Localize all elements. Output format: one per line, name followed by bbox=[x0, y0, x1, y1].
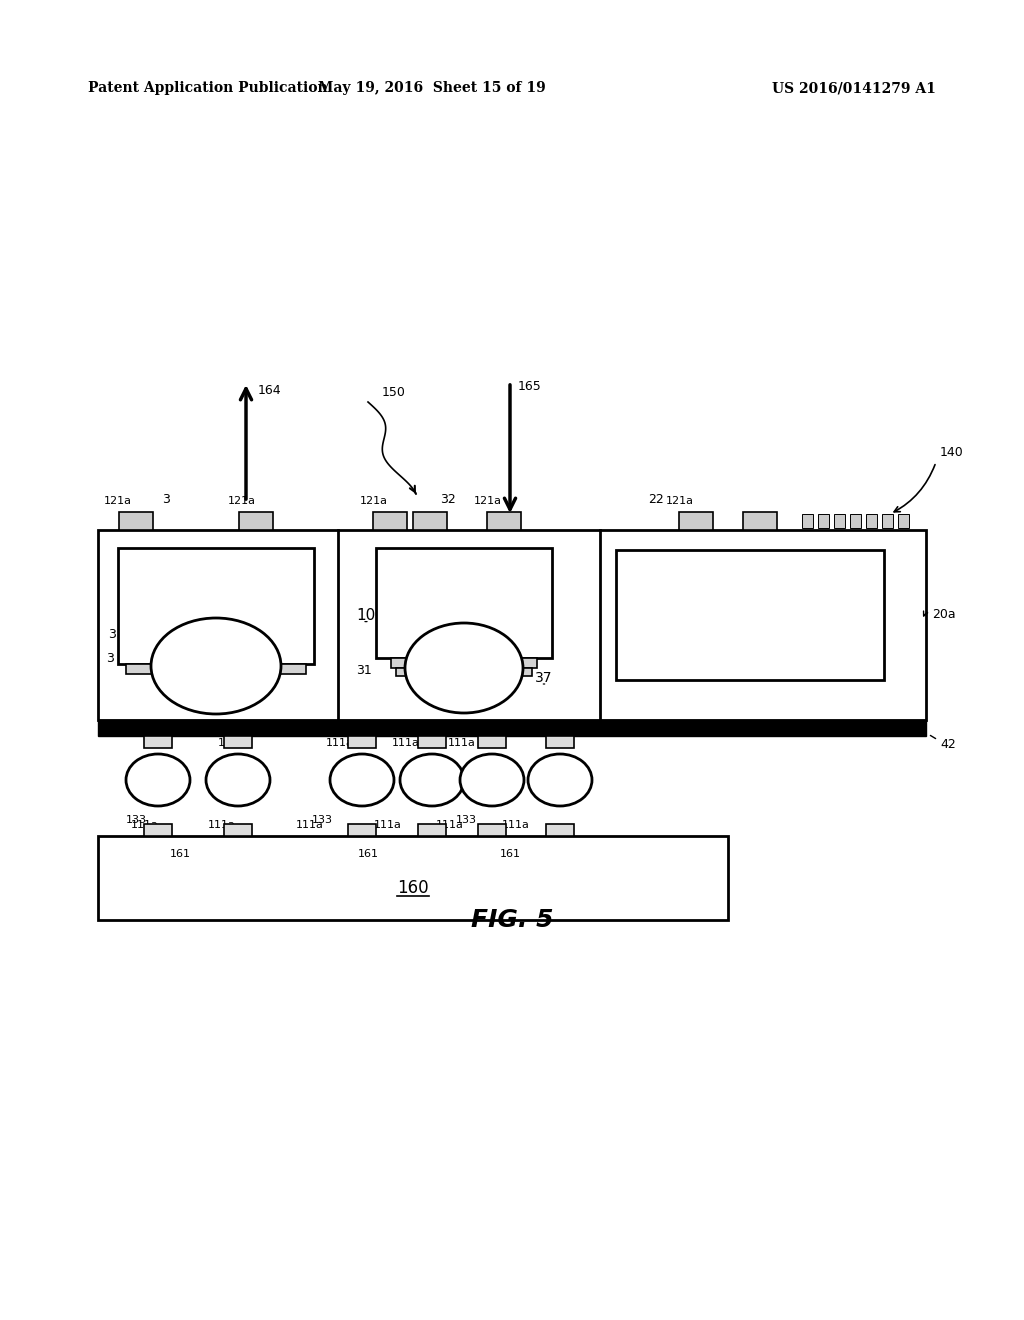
Text: 150: 150 bbox=[382, 385, 406, 399]
Text: 121a: 121a bbox=[360, 496, 388, 506]
Bar bbox=[396, 668, 532, 676]
Text: 42: 42 bbox=[940, 738, 955, 751]
Text: 3: 3 bbox=[109, 627, 116, 640]
Bar bbox=[239, 512, 273, 531]
Text: 111a: 111a bbox=[502, 820, 530, 830]
Bar bbox=[546, 737, 574, 748]
Bar bbox=[98, 719, 926, 737]
Bar bbox=[224, 824, 252, 836]
Bar bbox=[487, 512, 521, 531]
Bar bbox=[679, 512, 713, 531]
Text: 20a: 20a bbox=[932, 609, 955, 622]
Bar bbox=[98, 531, 926, 719]
Text: 111a: 111a bbox=[374, 820, 402, 830]
Bar bbox=[144, 824, 172, 836]
Text: 111a: 111a bbox=[218, 738, 246, 748]
Bar bbox=[478, 824, 506, 836]
Text: 111a: 111a bbox=[131, 820, 159, 830]
Ellipse shape bbox=[528, 754, 592, 807]
Text: 121a: 121a bbox=[104, 496, 132, 506]
Text: 10: 10 bbox=[356, 607, 376, 623]
Text: 3: 3 bbox=[162, 492, 170, 506]
Text: 161: 161 bbox=[500, 849, 520, 859]
Text: 111a: 111a bbox=[296, 820, 324, 830]
Bar bbox=[616, 550, 884, 680]
Bar bbox=[126, 664, 306, 675]
Bar bbox=[866, 513, 877, 528]
Text: 5: 5 bbox=[211, 664, 221, 680]
Ellipse shape bbox=[330, 754, 394, 807]
Text: 111a: 111a bbox=[208, 820, 236, 830]
Text: 165: 165 bbox=[518, 380, 542, 392]
Bar bbox=[882, 513, 893, 528]
Text: 37: 37 bbox=[536, 671, 553, 685]
Text: 111a: 111a bbox=[326, 738, 354, 748]
Text: 121a: 121a bbox=[666, 496, 694, 506]
Text: 121a: 121a bbox=[474, 496, 502, 506]
Text: 133: 133 bbox=[126, 814, 146, 825]
Bar bbox=[898, 513, 909, 528]
Bar bbox=[413, 512, 447, 531]
Ellipse shape bbox=[151, 618, 281, 714]
Text: 31: 31 bbox=[356, 664, 372, 677]
Text: 35: 35 bbox=[455, 665, 474, 681]
Bar bbox=[98, 836, 728, 920]
Text: Patent Application Publication: Patent Application Publication bbox=[88, 81, 328, 95]
Bar bbox=[373, 512, 407, 531]
Text: 111a: 111a bbox=[392, 738, 420, 748]
Bar bbox=[144, 737, 172, 748]
Bar bbox=[224, 737, 252, 748]
Text: 164: 164 bbox=[258, 384, 282, 396]
Bar bbox=[348, 737, 376, 748]
Bar bbox=[418, 824, 446, 836]
Bar bbox=[850, 513, 861, 528]
Ellipse shape bbox=[126, 754, 190, 807]
Bar bbox=[376, 548, 552, 657]
Text: 121a: 121a bbox=[228, 496, 256, 506]
Bar bbox=[802, 513, 813, 528]
Bar bbox=[743, 512, 777, 531]
Text: 140: 140 bbox=[940, 446, 964, 458]
Text: 22: 22 bbox=[648, 492, 664, 506]
Bar bbox=[348, 824, 376, 836]
Ellipse shape bbox=[206, 754, 270, 807]
Bar bbox=[834, 513, 845, 528]
Bar bbox=[418, 737, 446, 748]
Text: 161: 161 bbox=[357, 849, 379, 859]
Text: 3: 3 bbox=[106, 652, 114, 664]
Bar bbox=[818, 513, 829, 528]
Bar bbox=[119, 512, 153, 531]
Text: 20: 20 bbox=[738, 606, 762, 624]
Text: 160: 160 bbox=[397, 879, 429, 898]
Text: 111a: 111a bbox=[436, 820, 464, 830]
Text: May 19, 2016  Sheet 15 of 19: May 19, 2016 Sheet 15 of 19 bbox=[318, 81, 546, 95]
Text: 111a: 111a bbox=[449, 738, 476, 748]
Bar bbox=[478, 737, 506, 748]
Text: 2: 2 bbox=[210, 597, 222, 615]
Ellipse shape bbox=[460, 754, 524, 807]
Bar bbox=[546, 824, 574, 836]
Ellipse shape bbox=[406, 623, 523, 713]
Text: 32: 32 bbox=[440, 492, 456, 506]
Text: 161: 161 bbox=[170, 849, 190, 859]
Text: US 2016/0141279 A1: US 2016/0141279 A1 bbox=[772, 81, 936, 95]
Text: FIG. 5: FIG. 5 bbox=[471, 908, 553, 932]
Ellipse shape bbox=[400, 754, 464, 807]
Bar bbox=[391, 657, 537, 668]
Text: 133: 133 bbox=[311, 814, 333, 825]
Text: 30: 30 bbox=[453, 594, 475, 612]
Bar bbox=[118, 548, 314, 664]
Text: 133: 133 bbox=[456, 814, 476, 825]
